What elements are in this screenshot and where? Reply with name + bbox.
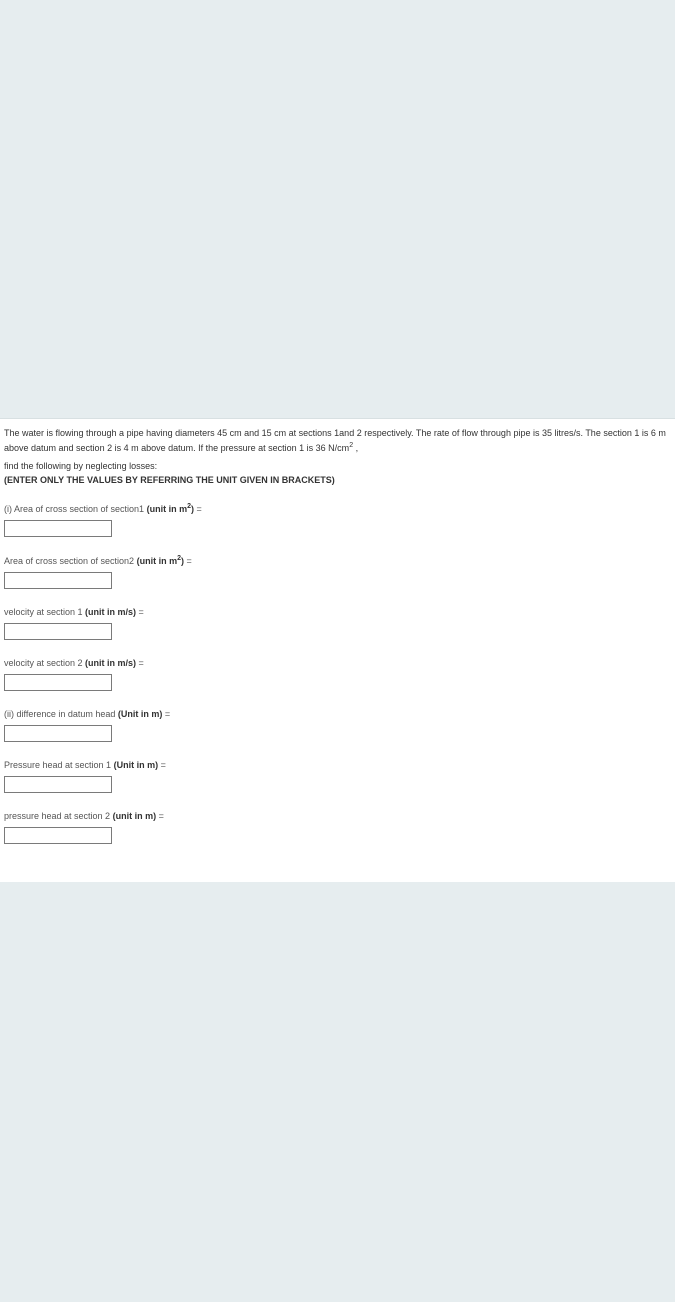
redaction-mark xyxy=(202,704,266,720)
field-velocity-section1: velocity at section 1 (unit in m/s) = xyxy=(4,607,671,640)
label-unit: (unit in m/s) xyxy=(85,658,136,668)
field-pressure-head-2: pressure head at section 2 (unit in m) = xyxy=(4,811,671,844)
redaction-mark xyxy=(204,602,273,617)
label-unit: (Unit in m) xyxy=(114,760,159,770)
label-velocity-section1: velocity at section 1 (unit in m/s) = xyxy=(4,607,144,617)
label-area-section1: (i) Area of cross section of section1 (u… xyxy=(4,503,202,514)
field-pressure-head-1: Pressure head at section 1 (Unit in m) = xyxy=(4,760,671,793)
label-unit: (unit in m) xyxy=(113,811,157,821)
label-eq: = xyxy=(194,504,202,514)
label-eq: = xyxy=(136,607,144,617)
label-pressure-head-2: pressure head at section 2 (unit in m) = xyxy=(4,811,164,821)
question-inner: The water is flowing through a pipe havi… xyxy=(0,419,675,882)
field-velocity-section2: velocity at section 2 (unit in m/s) = xyxy=(4,658,671,691)
label-velocity-section2: velocity at section 2 (unit in m/s) = xyxy=(4,658,144,668)
find-line: find the following by neglecting losses: xyxy=(4,461,671,471)
label-text: Area of cross section of section2 xyxy=(4,556,137,566)
label-eq: = xyxy=(136,658,144,668)
label-datum-head-diff: (ii) difference in datum head (Unit in m… xyxy=(4,709,170,719)
label-bold-1: (unit in m xyxy=(147,504,188,514)
label-bold-1: (unit in m xyxy=(137,556,178,566)
top-spacer xyxy=(0,0,675,418)
redaction-mark xyxy=(213,755,268,773)
label-text: pressure head at section 2 xyxy=(4,811,113,821)
label-text: (ii) difference in datum head xyxy=(4,709,118,719)
label-eq: = xyxy=(156,811,164,821)
label-pressure-head-1: Pressure head at section 1 (Unit in m) = xyxy=(4,760,166,770)
label-area-section2: Area of cross section of section2 (unit … xyxy=(4,555,192,566)
input-velocity-section2[interactable] xyxy=(4,674,112,691)
label-text: velocity at section 1 xyxy=(4,607,85,617)
label-unit: (unit in m2) xyxy=(147,504,194,514)
label-unit: (Unit in m) xyxy=(118,709,163,719)
field-datum-head-diff: (ii) difference in datum head (Unit in m… xyxy=(4,709,671,742)
field-area-section2: Area of cross section of section2 (unit … xyxy=(4,555,671,589)
label-unit: (unit in m/s) xyxy=(85,607,136,617)
input-velocity-section1[interactable] xyxy=(4,623,112,640)
label-text: (i) Area of cross section of section1 xyxy=(4,504,147,514)
input-datum-head-diff[interactable] xyxy=(4,725,112,742)
input-area-section1[interactable] xyxy=(4,520,112,537)
redaction-mark xyxy=(204,549,271,567)
redaction-mark xyxy=(219,497,299,517)
input-pressure-head-1[interactable] xyxy=(4,776,112,793)
label-text: velocity at section 2 xyxy=(4,658,85,668)
input-pressure-head-2[interactable] xyxy=(4,827,112,844)
problem-statement: The water is flowing through a pipe havi… xyxy=(4,427,671,455)
label-eq: = xyxy=(162,709,170,719)
label-eq: = xyxy=(158,760,166,770)
problem-text-1: The water is flowing through a pipe havi… xyxy=(4,428,666,453)
field-area-section1: (i) Area of cross section of section1 (u… xyxy=(4,503,671,537)
question-panel: The water is flowing through a pipe havi… xyxy=(0,418,675,882)
label-unit: (unit in m2) xyxy=(137,556,184,566)
redaction-mark xyxy=(199,806,259,821)
redaction-mark xyxy=(199,653,273,671)
input-area-section2[interactable] xyxy=(4,572,112,589)
bottom-spacer xyxy=(0,882,675,1302)
label-eq: = xyxy=(184,556,192,566)
problem-text-2: , xyxy=(353,443,358,453)
enter-instruction: (ENTER ONLY THE VALUES BY REFERRING THE … xyxy=(4,475,671,485)
label-text: Pressure head at section 1 xyxy=(4,760,114,770)
